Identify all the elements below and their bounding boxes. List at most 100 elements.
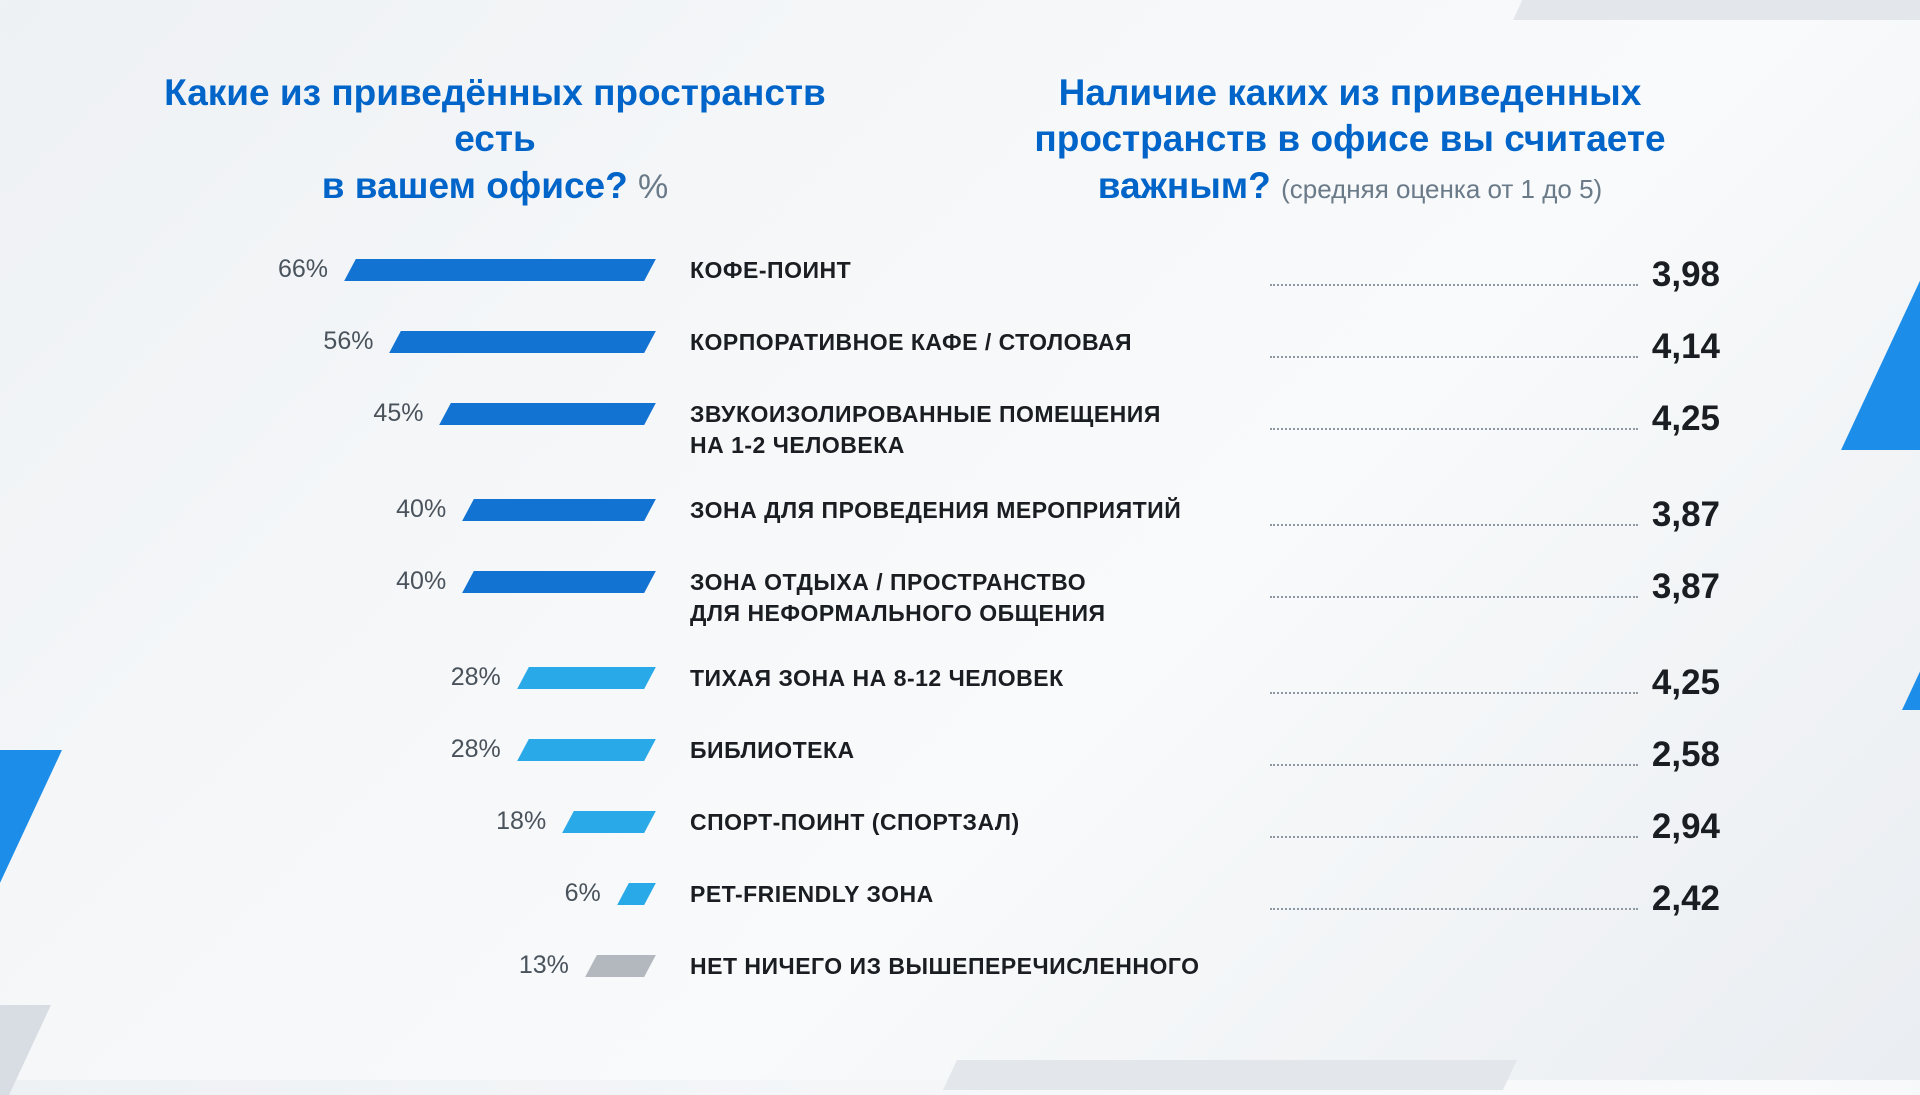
chart-row: 45% ЗВУКОИЗОЛИРОВАННЫЕ ПОМЕЩЕНИЯНА 1-2 ЧЕ…	[180, 399, 1720, 495]
label-column: СПОРТ-ПОИНТ (СПОРТЗАЛ)	[650, 807, 1270, 838]
chart-row: 28% БИБЛИОТЕКА 2,58	[180, 735, 1720, 807]
row-label: ЗОНА ОТДЫХА / ПРОСТРАНСТВОДЛЯ НЕФОРМАЛЬН…	[690, 567, 1106, 629]
bar-column: 13%	[180, 951, 650, 980]
score-value: 4,14	[1652, 327, 1720, 367]
row-label: БИБЛИОТЕКА	[690, 735, 855, 766]
row-label: КОФЕ-ПОИНТ	[690, 255, 851, 286]
chart: 66% КОФЕ-ПОИНТ 3,98 56% КОРПОРАТИВНОЕ КАФЕ /…	[180, 255, 1720, 1023]
chart-row: 28% ТИХАЯ ЗОНА НА 8-12 ЧЕЛОВЕК 4,25	[180, 663, 1720, 735]
value-column: 3,87	[1270, 567, 1720, 607]
score-value: 2,42	[1652, 879, 1720, 919]
dotted-leader	[1270, 412, 1638, 430]
bar-column: 56%	[180, 327, 650, 356]
chart-row: 18% СПОРТ-ПОИНТ (СПОРТЗАЛ) 2,94	[180, 807, 1720, 879]
dotted-leader	[1270, 580, 1638, 598]
heading-right-line3: важным?	[1098, 165, 1271, 206]
decoration-1	[1902, 590, 1920, 710]
pct-label: 66%	[278, 255, 328, 284]
value-column: 4,25	[1270, 663, 1720, 703]
row-label: КОРПОРАТИВНОЕ КАФЕ / СТОЛОВАЯ	[690, 327, 1132, 358]
value-column: 4,25	[1270, 399, 1720, 439]
heading-right-sub: (средняя оценка от 1 до 5)	[1281, 174, 1602, 204]
dotted-leader	[1270, 340, 1638, 358]
bar	[440, 403, 656, 425]
row-label: PET-FRIENDLY ЗОНА	[690, 879, 934, 910]
pct-label: 28%	[451, 663, 501, 692]
heading-right-line2: пространств в офисе вы считаете	[1034, 118, 1665, 159]
dotted-leader	[1270, 676, 1638, 694]
row-label: ЗВУКОИЗОЛИРОВАННЫЕ ПОМЕЩЕНИЯНА 1-2 ЧЕЛОВ…	[690, 399, 1161, 461]
bar-column: 66%	[180, 255, 650, 284]
bar	[390, 331, 656, 353]
heading-left: Какие из приведённых пространств есть в …	[145, 70, 845, 209]
bar	[462, 499, 656, 521]
decoration-4	[1513, 0, 1920, 20]
score-value: 2,94	[1652, 807, 1720, 847]
bar-column: 40%	[180, 495, 650, 524]
label-column: PET-FRIENDLY ЗОНА	[650, 879, 1270, 910]
heading-left-line2: в вашем офисе?	[322, 165, 628, 206]
value-column: 3,98	[1270, 255, 1720, 295]
bar-column: 45%	[180, 399, 650, 428]
heading-left-unit: %	[638, 168, 668, 206]
value-column: 3,87	[1270, 495, 1720, 535]
label-column: ЗВУКОИЗОЛИРОВАННЫЕ ПОМЕЩЕНИЯНА 1-2 ЧЕЛОВ…	[650, 399, 1270, 461]
bar-column: 40%	[180, 567, 650, 596]
bar	[517, 739, 656, 761]
row-label: ЗОНА ДЛЯ ПРОВЕДЕНИЯ МЕРОПРИЯТИЙ	[690, 495, 1181, 526]
chart-row: 66% КОФЕ-ПОИНТ 3,98	[180, 255, 1720, 327]
pct-label: 56%	[323, 327, 373, 356]
heading-right: Наличие каких из приведенных пространств…	[925, 70, 1775, 209]
chart-row: 40% ЗОНА ОТДЫХА / ПРОСТРАНСТВОДЛЯ НЕФОРМА…	[180, 567, 1720, 663]
bar-column: 28%	[180, 735, 650, 764]
heading-left-line1: Какие из приведённых пространств есть	[164, 72, 826, 159]
dotted-leader	[1270, 892, 1638, 910]
pct-label: 40%	[396, 495, 446, 524]
label-column: КОРПОРАТИВНОЕ КАФЕ / СТОЛОВАЯ	[650, 327, 1270, 358]
chart-row: 56% КОРПОРАТИВНОЕ КАФЕ / СТОЛОВАЯ 4,14	[180, 327, 1720, 399]
bar	[562, 811, 656, 833]
label-column: БИБЛИОТЕКА	[650, 735, 1270, 766]
dotted-leader	[1270, 748, 1638, 766]
decoration-0	[1841, 240, 1920, 450]
value-column: 2,94	[1270, 807, 1720, 847]
label-column: ЗОНА ДЛЯ ПРОВЕДЕНИЯ МЕРОПРИЯТИЙ	[650, 495, 1270, 526]
pct-label: 45%	[373, 399, 423, 428]
value-column: 2,42	[1270, 879, 1720, 919]
headings: Какие из приведённых пространств есть в …	[145, 70, 1775, 209]
label-column: КОФЕ-ПОИНТ	[650, 255, 1270, 286]
pct-label: 40%	[396, 567, 446, 596]
chart-row: 6% PET-FRIENDLY ЗОНА 2,42	[180, 879, 1720, 951]
bar	[344, 259, 656, 281]
heading-right-line1: Наличие каких из приведенных	[1059, 72, 1642, 113]
bar-column: 28%	[180, 663, 650, 692]
label-column: ТИХАЯ ЗОНА НА 8-12 ЧЕЛОВЕК	[650, 663, 1270, 694]
pct-label: 28%	[451, 735, 501, 764]
label-column: ЗОНА ОТДЫХА / ПРОСТРАНСТВОДЛЯ НЕФОРМАЛЬН…	[650, 567, 1270, 629]
score-value: 2,58	[1652, 735, 1720, 775]
score-value: 3,98	[1652, 255, 1720, 295]
bar-column: 18%	[180, 807, 650, 836]
chart-row: 13% НЕТ НИЧЕГО ИЗ ВЫШЕПЕРЕЧИСЛЕННОГО	[180, 951, 1720, 1023]
value-column: 2,58	[1270, 735, 1720, 775]
bar	[585, 955, 656, 977]
chart-row: 40% ЗОНА ДЛЯ ПРОВЕДЕНИЯ МЕРОПРИЯТИЙ 3,87	[180, 495, 1720, 567]
row-label: ТИХАЯ ЗОНА НА 8-12 ЧЕЛОВЕК	[690, 663, 1064, 694]
pct-label: 13%	[519, 951, 569, 980]
dotted-leader	[1270, 508, 1638, 526]
score-value: 3,87	[1652, 567, 1720, 607]
pct-label: 6%	[565, 879, 601, 908]
score-value: 4,25	[1652, 399, 1720, 439]
row-label: СПОРТ-ПОИНТ (СПОРТЗАЛ)	[690, 807, 1020, 838]
row-label: НЕТ НИЧЕГО ИЗ ВЫШЕПЕРЕЧИСЛЕННОГО	[690, 951, 1199, 982]
decoration-5	[943, 1060, 1517, 1090]
bar	[517, 667, 656, 689]
value-column: 4,14	[1270, 327, 1720, 367]
pct-label: 18%	[496, 807, 546, 836]
score-value: 4,25	[1652, 663, 1720, 703]
decoration-3	[0, 1005, 51, 1095]
decoration-2	[0, 750, 62, 930]
score-value: 3,87	[1652, 495, 1720, 535]
label-column: НЕТ НИЧЕГО ИЗ ВЫШЕПЕРЕЧИСЛЕННОГО	[650, 951, 1270, 982]
bar-column: 6%	[180, 879, 650, 908]
